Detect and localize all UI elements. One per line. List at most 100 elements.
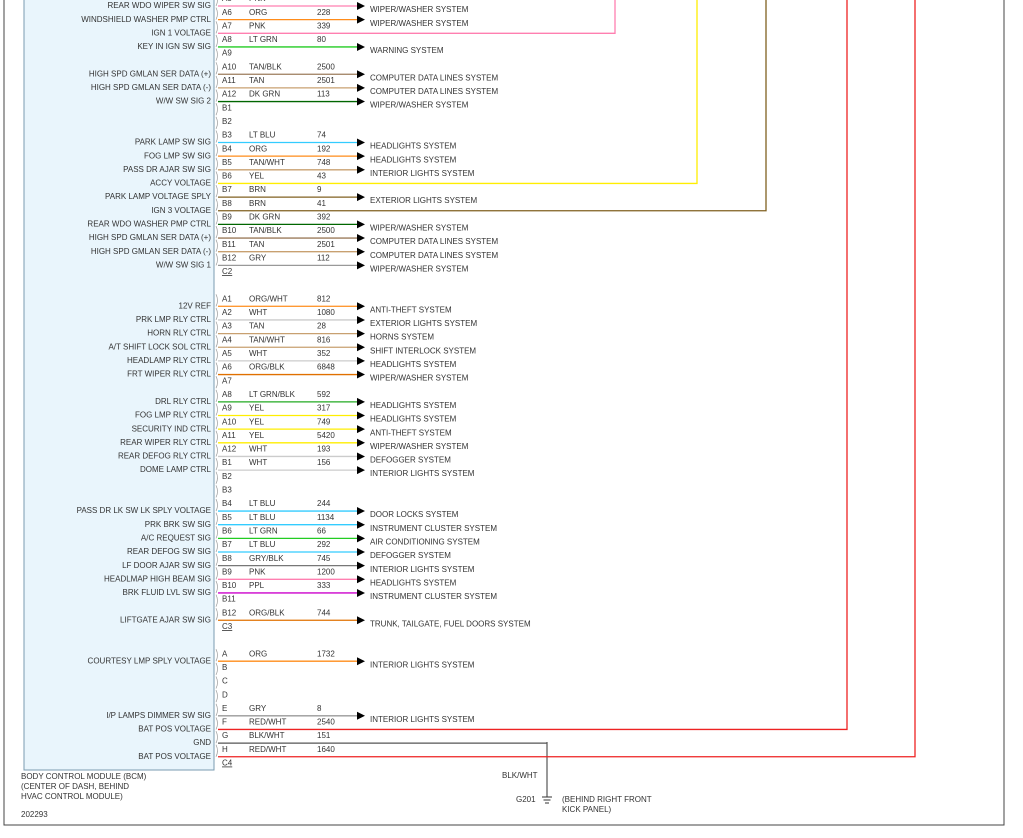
arrow bbox=[357, 534, 365, 543]
circuit-number: 744 bbox=[317, 608, 331, 617]
signal-label: PARK LAMP VOLTAGE SPLY bbox=[105, 192, 212, 201]
pin-bracket bbox=[215, 730, 218, 744]
ground-symbol bbox=[542, 742, 552, 804]
circuit-number: 1732 bbox=[317, 649, 335, 658]
arrow bbox=[357, 548, 365, 556]
system-label: COMPUTER DATA LINES SYSTEM bbox=[370, 87, 499, 96]
wire bbox=[218, 0, 616, 34]
arrow bbox=[357, 466, 365, 475]
pin-bracket bbox=[215, 689, 218, 703]
pin-bracket bbox=[215, 676, 218, 689]
signal-label: I/P LAMPS DIMMER SW SIG bbox=[106, 711, 211, 720]
circuit-number: 112 bbox=[317, 253, 330, 262]
wire-color: WHT bbox=[249, 445, 267, 454]
pin-bracket bbox=[215, 157, 218, 170]
wire-color: TAN bbox=[249, 322, 265, 331]
system-label: INTERIOR LIGHTS SYSTEM bbox=[370, 660, 475, 669]
pin: A5 bbox=[222, 349, 232, 358]
system-label: WARNING SYSTEM bbox=[370, 46, 444, 55]
wire-color: ORG bbox=[249, 649, 267, 658]
arrow bbox=[357, 234, 365, 243]
pin-bracket bbox=[215, 116, 218, 130]
pin-bracket bbox=[215, 184, 218, 198]
wire-color: WHT bbox=[249, 458, 267, 467]
pin: B1 bbox=[222, 458, 232, 467]
arrow bbox=[357, 329, 365, 338]
pin-bracket bbox=[215, 594, 218, 607]
signal-label: GND bbox=[193, 738, 211, 747]
system-label: WIPER/WASHER SYSTEM bbox=[370, 5, 469, 14]
pin-bracket bbox=[215, 253, 218, 266]
pin-bracket bbox=[215, 662, 218, 676]
arrow bbox=[357, 561, 365, 570]
system-label: INSTRUMENT CLUSTER SYSTEM bbox=[370, 592, 497, 601]
system-label: EXTERIOR LIGHTS SYSTEM bbox=[370, 319, 477, 328]
pin-bracket bbox=[215, 21, 218, 34]
system-label: DEFOGGER SYSTEM bbox=[370, 551, 451, 560]
arrow bbox=[357, 261, 365, 270]
arrow bbox=[357, 302, 365, 311]
pin-bracket bbox=[215, 75, 218, 89]
circuit-number: 339 bbox=[317, 21, 331, 30]
wire-color: LT BLU bbox=[249, 131, 276, 140]
circuit-number: 28 bbox=[317, 322, 326, 331]
pin: A8 bbox=[222, 35, 232, 44]
module-box bbox=[23, 0, 215, 771]
wire-color: PPL bbox=[249, 581, 265, 590]
pin-bracket bbox=[215, 553, 218, 566]
pin-bracket bbox=[215, 389, 218, 403]
arrow bbox=[357, 520, 365, 529]
circuit-number: 66 bbox=[317, 526, 326, 535]
arrow bbox=[357, 97, 365, 106]
system-label: WIPER/WASHER SYSTEM bbox=[370, 224, 469, 233]
circuit-number: 749 bbox=[317, 417, 331, 426]
pin-bracket bbox=[215, 239, 218, 252]
module-label: (CENTER OF DASH, BEHIND bbox=[21, 782, 129, 791]
arrow bbox=[357, 70, 365, 79]
circuit-number: 392 bbox=[317, 213, 331, 222]
signal-label: PASS DR AJAR SW SIG bbox=[123, 165, 211, 174]
pin: B6 bbox=[222, 526, 232, 535]
circuit-number: 2501 bbox=[317, 76, 335, 85]
system-label: INTERIOR LIGHTS SYSTEM bbox=[370, 469, 475, 478]
pin-bracket bbox=[215, 62, 218, 75]
pin-bracket bbox=[215, 376, 218, 389]
pin: B1 bbox=[222, 103, 232, 112]
signal-label: ACCY VOLTAGE bbox=[150, 179, 211, 188]
arrow bbox=[357, 165, 365, 174]
circuit-number: 592 bbox=[317, 390, 331, 399]
pin-bracket bbox=[215, 130, 218, 143]
wire-color: RED/WHT bbox=[249, 745, 286, 754]
pin: A6 bbox=[222, 8, 232, 17]
frame bbox=[3, 0, 1005, 826]
pin: B2 bbox=[222, 472, 232, 481]
system-label: HEADLIGHTS SYSTEM bbox=[370, 415, 457, 424]
circuit-number: 41 bbox=[317, 199, 326, 208]
signal-label: WINDSHIELD WASHER PMP CTRL bbox=[81, 15, 211, 24]
pin: A10 bbox=[222, 417, 237, 426]
signal-label: COURTESY LMP SPLY VOLTAGE bbox=[88, 656, 211, 665]
pin-bracket bbox=[215, 362, 218, 375]
pin-bracket bbox=[215, 89, 218, 102]
arrow bbox=[357, 452, 365, 461]
module-label: HVAC CONTROL MODULE) bbox=[21, 792, 123, 801]
system-label: DOOR LOCKS SYSTEM bbox=[370, 510, 459, 519]
wire-color: TAN/WHT bbox=[249, 158, 285, 167]
pin-bracket bbox=[215, 48, 218, 61]
pin: B5 bbox=[222, 513, 232, 522]
pin: B12 bbox=[222, 608, 237, 617]
arrow bbox=[357, 2, 365, 10]
pin-bracket bbox=[215, 608, 218, 621]
signal-label: REAR WDO WASHER PMP CTRL bbox=[87, 220, 211, 229]
signal-label: FRT WIPER RLY CTRL bbox=[127, 370, 211, 379]
signal-label: PRK BRK SW SIG bbox=[145, 520, 211, 529]
circuit-number: 80 bbox=[317, 35, 326, 44]
wire-color: BLK/WHT bbox=[249, 731, 285, 740]
arrow bbox=[357, 397, 365, 406]
pin-bracket bbox=[215, 539, 218, 553]
pin: A bbox=[222, 649, 228, 658]
wire bbox=[218, 0, 698, 185]
signal-label: DOME LAMP CTRL bbox=[140, 465, 212, 474]
